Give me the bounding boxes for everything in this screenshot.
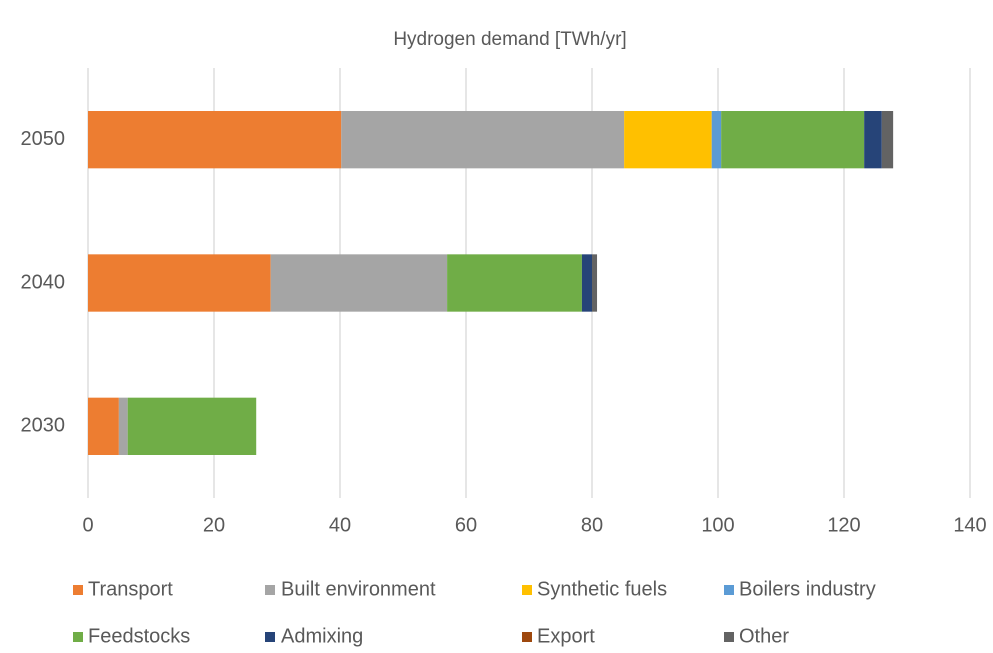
- legend-swatch: [265, 585, 275, 595]
- bar-segment: [711, 111, 722, 169]
- bar-segment: [270, 254, 448, 312]
- x-tick-label: 0: [82, 514, 93, 536]
- bar-segment: [864, 111, 882, 169]
- legend-label: Built environment: [281, 578, 436, 600]
- bar-segment: [624, 111, 712, 169]
- bar-segment: [447, 254, 582, 312]
- y-tick-label: 2030: [21, 415, 66, 437]
- x-tick-label: 80: [581, 514, 603, 536]
- y-tick-label: 2050: [21, 128, 66, 150]
- legend-label: Admixing: [281, 625, 363, 647]
- x-tick-label: 120: [827, 514, 860, 536]
- bar-segment: [341, 111, 625, 169]
- legend-swatch: [73, 632, 83, 642]
- legend-label: Boilers industry: [739, 578, 876, 600]
- legend-swatch: [522, 585, 532, 595]
- legend-swatch: [724, 585, 734, 595]
- legend-swatch: [73, 585, 83, 595]
- legend-label: Synthetic fuels: [537, 578, 667, 600]
- bar-segment: [721, 111, 865, 169]
- legend-label: Other: [739, 625, 789, 647]
- chart-title: Hydrogen demand [TWh/yr]: [393, 29, 626, 50]
- bar-segment: [127, 397, 257, 455]
- y-tick-label: 2040: [21, 271, 66, 293]
- x-tick-label: 140: [953, 514, 986, 536]
- bar-segment: [88, 111, 342, 169]
- legend-swatch: [724, 632, 734, 642]
- bar-segment: [581, 254, 592, 312]
- bar-segment: [88, 254, 271, 312]
- x-tick-label: 40: [329, 514, 351, 536]
- legend-label: Export: [537, 625, 595, 647]
- legend-label: Feedstocks: [88, 625, 190, 647]
- x-tick-label: 20: [203, 514, 225, 536]
- legend-swatch: [265, 632, 275, 642]
- x-tick-label: 100: [701, 514, 734, 536]
- bar-segment: [592, 254, 598, 312]
- legend-label: Transport: [88, 578, 173, 600]
- bar-segment: [118, 397, 128, 455]
- x-tick-label: 60: [455, 514, 477, 536]
- legend-swatch: [522, 632, 532, 642]
- bar-segment: [88, 397, 119, 455]
- bar-segment: [881, 111, 894, 169]
